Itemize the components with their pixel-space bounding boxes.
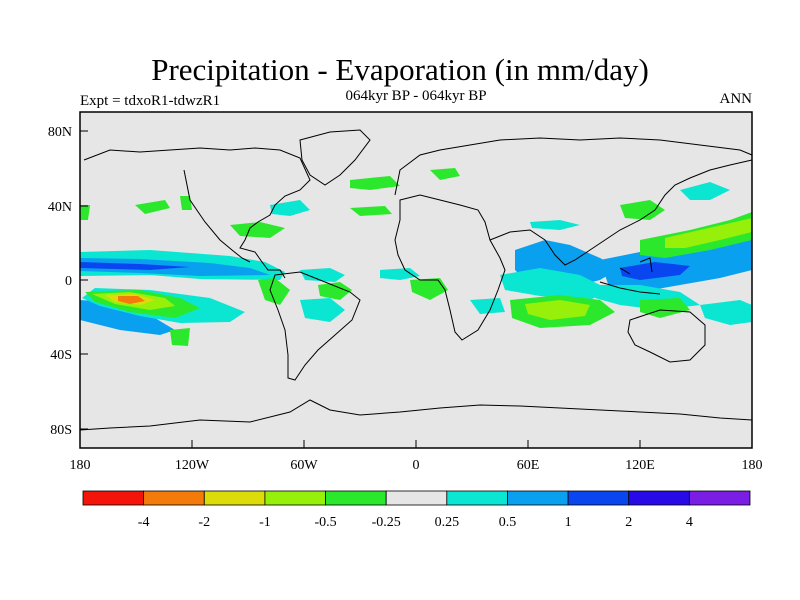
anomaly-region <box>180 196 192 210</box>
anomaly-region <box>318 282 352 300</box>
colorbar-swatch <box>567 490 630 506</box>
lon-tick-label: 180 <box>70 458 91 473</box>
colorbar-swatch <box>143 490 205 506</box>
anomaly-region <box>380 268 420 280</box>
lat-tick-label: 40N <box>48 200 72 215</box>
experiment-label: Expt = tdxoR1-tdwzR1 <box>80 93 221 109</box>
latitude-axis: 80N 40N 0 40S 80S <box>48 125 88 438</box>
map-title: Precipitation - Evaporation (in mm/day) <box>151 52 649 87</box>
colorbar-label: -4 <box>138 515 150 530</box>
pe-anomaly-fields <box>80 168 752 346</box>
anomaly-region <box>270 200 310 216</box>
lat-tick-label: 40S <box>50 348 72 363</box>
colorbar-label: 0.5 <box>499 515 517 530</box>
anomaly-region <box>525 300 590 320</box>
colorbar: -4 -2 -1 -0.5 -0.25 0.25 0.5 1 2 4 <box>82 490 751 530</box>
colorbar-swatch <box>507 490 569 506</box>
colorbar-label: -0.5 <box>314 515 336 530</box>
anomaly-region <box>170 328 190 346</box>
anomaly-region <box>135 200 170 214</box>
anomaly-region <box>665 218 752 248</box>
anomaly-region <box>80 262 190 270</box>
lon-tick-label: 0 <box>413 458 420 473</box>
anomaly-region <box>500 268 610 300</box>
colorbar-label: 2 <box>625 515 632 530</box>
coastline <box>79 399 753 431</box>
anomaly-region <box>470 298 505 314</box>
anomaly-region <box>700 300 752 325</box>
colorbar-swatch <box>688 490 751 506</box>
anomaly-region <box>258 278 290 305</box>
lon-tick-label: 180 <box>742 458 763 473</box>
coastline <box>299 129 371 186</box>
anomaly-region <box>80 205 90 220</box>
anomaly-region <box>410 278 448 300</box>
colorbar-swatch <box>385 490 448 506</box>
colorbar-label: 4 <box>686 515 693 530</box>
colorbar-label: 1 <box>565 515 572 530</box>
coastline <box>83 147 311 279</box>
anomaly-region <box>300 268 345 282</box>
lon-tick-label: 60W <box>290 458 318 473</box>
anomaly-region <box>80 300 175 335</box>
anomaly-region <box>530 220 580 230</box>
coastline <box>489 159 753 266</box>
colorbar-swatch <box>628 490 690 506</box>
colorbar-label: -1 <box>259 515 271 530</box>
anomaly-region <box>118 296 145 304</box>
anomaly-region <box>430 168 460 180</box>
anomaly-region <box>350 176 400 190</box>
anomaly-region <box>680 182 730 200</box>
season-label: ANN <box>719 91 753 107</box>
colorbar-swatch <box>82 490 145 506</box>
coastlines <box>79 129 753 431</box>
anomaly-region <box>620 262 690 280</box>
colorbar-swatch <box>203 490 266 506</box>
lat-tick-label: 80N <box>48 125 72 140</box>
coastline <box>269 271 361 381</box>
colorbar-label: 0.25 <box>435 515 460 530</box>
coastline <box>627 309 706 363</box>
coastline <box>394 137 753 196</box>
map-subtitle: 064kyr BP - 064kyr BP <box>345 88 487 104</box>
lon-tick-label: 120E <box>625 458 655 473</box>
longitude-axis: 180 120W 60W 0 60E 120E 180 <box>70 440 763 473</box>
colorbar-swatch <box>325 490 387 506</box>
coastline <box>599 257 661 295</box>
anomaly-region <box>350 206 392 216</box>
anomaly-region <box>300 298 345 322</box>
colorbar-label: -0.25 <box>372 515 401 530</box>
anomaly-region <box>620 200 665 220</box>
colorbar-label: -2 <box>198 515 210 530</box>
colorbar-swatch <box>446 490 508 506</box>
lon-tick-label: 60E <box>517 458 540 473</box>
coastline <box>394 194 506 341</box>
colorbar-swatch <box>264 490 326 506</box>
lon-tick-label: 120W <box>175 458 210 473</box>
anomaly-region <box>230 222 285 238</box>
lat-tick-label: 80S <box>50 423 72 438</box>
lat-tick-label: 0 <box>65 274 72 289</box>
